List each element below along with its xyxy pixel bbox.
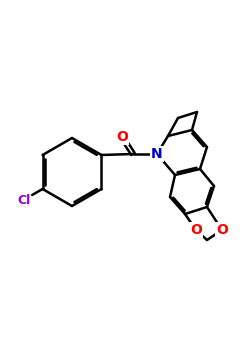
Text: O: O (216, 223, 228, 237)
Text: Cl: Cl (17, 194, 30, 206)
Text: Cl: Cl (17, 194, 30, 206)
Text: O: O (190, 223, 202, 237)
Text: O: O (116, 130, 128, 144)
Text: O: O (216, 223, 228, 237)
Text: N: N (151, 147, 163, 161)
Text: O: O (190, 223, 202, 237)
Text: O: O (116, 130, 128, 144)
